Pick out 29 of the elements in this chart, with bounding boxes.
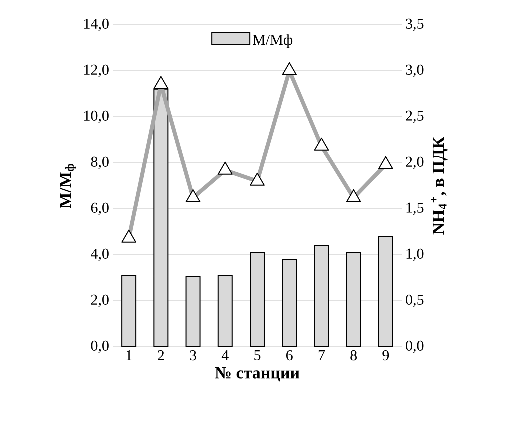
x-tick-label: 4 [222, 350, 229, 360]
y-axis-title: М/М$_{ф}$ [60, 164, 76, 208]
x-tick-label: 7 [318, 350, 326, 360]
y-tick-label: 12,0 [84, 64, 109, 78]
x-tick-label: 6 [286, 350, 293, 361]
y2-tick-label: 3,0 [406, 64, 424, 78]
y-tick-label: 6,0 [91, 202, 109, 216]
y2-axis-title: NH$_{4}$$^{+}$, в ПДК [431, 136, 448, 235]
y-tick-label: 4,0 [91, 248, 109, 262]
y-tick-label: 8,0 [91, 156, 109, 170]
x-tick-label: 5 [254, 350, 261, 360]
y-tick-label: 0,0 [91, 340, 109, 354]
y2-tick-label: 2,0 [406, 156, 424, 170]
x-tick-label: 8 [350, 350, 358, 361]
y2-tick-label: 1,5 [406, 202, 424, 216]
x-tick-label: 9 [382, 350, 390, 361]
x-axis-title: № станции [215, 368, 300, 382]
y2-tick-label: 2,5 [406, 110, 424, 124]
y-tick-label: 10,0 [84, 110, 109, 124]
x-tick-label: 3 [190, 350, 196, 361]
y2-tick-label: 3,5 [406, 18, 424, 32]
x-tick-label: 1 [126, 350, 132, 360]
y-tick-label: 14,0 [84, 18, 109, 32]
legend-label: М/Мф [253, 34, 293, 48]
x-tick-label: 2 [158, 350, 164, 360]
y2-tick-label: 1,0 [406, 248, 424, 262]
y2-tick-label: 0,5 [406, 294, 424, 308]
y2-tick-label: 0,0 [406, 340, 424, 354]
y-tick-label: 2,0 [91, 294, 109, 308]
